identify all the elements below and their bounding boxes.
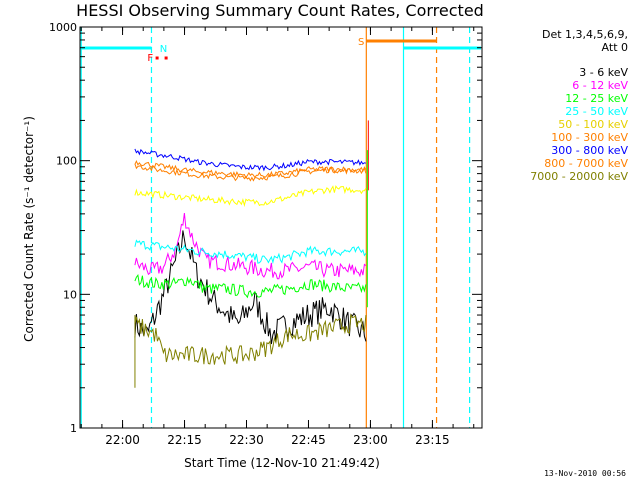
generation-timestamp: 13-Nov-2010 00:56	[544, 469, 626, 478]
annotation-f: F	[147, 53, 153, 64]
x-axis-label: Start Time (12-Nov-10 21:49:42)	[184, 456, 380, 470]
axes-layer: Corrected Count Rate (s⁻¹ detector⁻¹) St…	[22, 21, 483, 470]
legend-entry: 6 - 12 keV	[572, 79, 628, 92]
series-line-6	[134, 163, 367, 182]
x-tick-label: 23:00	[353, 433, 388, 447]
y-axis-label: Corrected Count Rate (s⁻¹ detector⁻¹)	[22, 116, 36, 342]
annotation-n: N	[160, 44, 167, 55]
legend-title-line-2: Att 0	[602, 41, 628, 54]
legend-entry: 25 - 50 keV	[565, 105, 628, 118]
series-layer	[134, 120, 369, 388]
series-line-7	[134, 148, 367, 172]
series-line-9	[134, 313, 367, 365]
series-line-3	[134, 273, 367, 299]
series-line-4	[134, 239, 367, 265]
x-tick-label: 22:00	[105, 433, 140, 447]
series-line-8	[134, 159, 367, 179]
y-tick-label: 1	[70, 422, 77, 435]
legend-entry: 100 - 300 keV	[551, 131, 628, 144]
overlay-layer: NF S	[147, 37, 364, 64]
x-tick-label: 22:30	[229, 433, 264, 447]
legend-entry: 7000 - 20000 keV	[530, 170, 628, 183]
plot-frame	[79, 26, 483, 429]
annotation-s: S	[358, 37, 364, 48]
legend-entry: 12 - 25 keV	[565, 92, 628, 105]
legend-entry: 50 - 100 keV	[558, 118, 628, 131]
legend-entry: 300 - 800 keV	[551, 144, 628, 157]
legend-title-line-1: Det 1,3,4,5,6,9,	[542, 28, 628, 41]
legend-entry: 3 - 6 keV	[579, 66, 628, 79]
y-tick-label: 10	[63, 288, 77, 301]
chart-title: HESSI Observing Summary Count Rates, Cor…	[76, 1, 484, 20]
series-line-5	[134, 185, 367, 208]
background-layer	[80, 27, 481, 428]
y-tick-label: 1000	[49, 21, 77, 34]
x-tick-label: 22:45	[291, 433, 326, 447]
x-tick-label: 23:15	[415, 433, 450, 447]
series-line-2	[134, 213, 367, 280]
x-tick-label: 22:15	[167, 433, 202, 447]
series-line-1	[134, 230, 367, 345]
y-tick-label: 100	[56, 155, 77, 168]
legend-entry: 800 - 7000 keV	[544, 157, 628, 170]
